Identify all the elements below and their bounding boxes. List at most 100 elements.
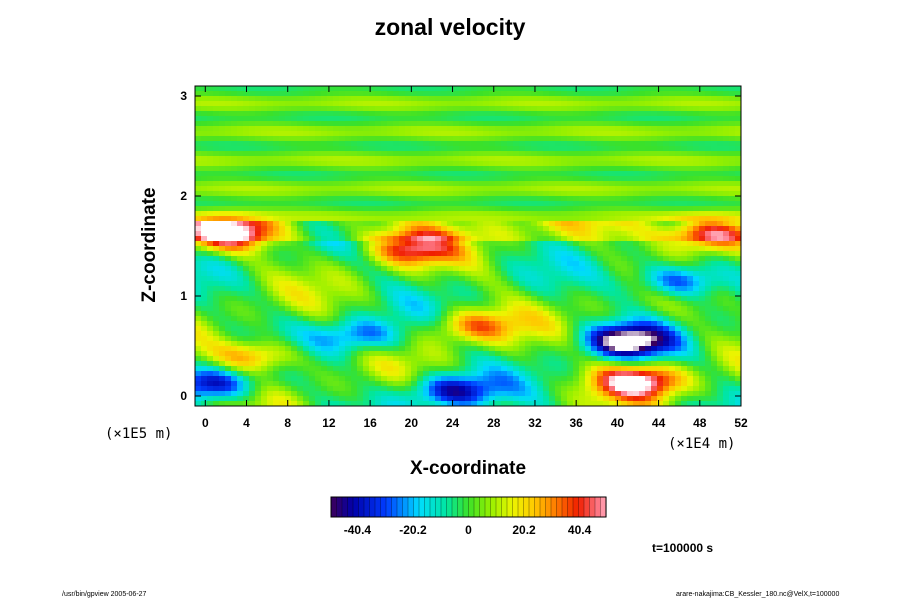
heatmap-cell — [339, 311, 346, 317]
heatmap-cell — [285, 126, 292, 132]
heatmap-cell — [585, 301, 592, 307]
heatmap-cell — [675, 96, 682, 102]
heatmap-cell — [507, 296, 514, 302]
heatmap-cell — [513, 326, 520, 332]
heatmap-cell — [597, 136, 604, 142]
heatmap-cell — [201, 106, 208, 112]
heatmap-cell — [525, 181, 532, 187]
heatmap-cell — [669, 266, 676, 272]
heatmap-cell — [639, 271, 646, 277]
heatmap-cell — [537, 121, 544, 127]
heatmap-cell — [507, 281, 514, 287]
heatmap-cell — [399, 171, 406, 177]
heatmap-cell — [441, 326, 448, 332]
heatmap-cell — [459, 356, 466, 362]
heatmap-cell — [423, 281, 430, 287]
heatmap-cell — [723, 321, 730, 327]
heatmap-cell — [609, 276, 616, 282]
heatmap-cell — [255, 196, 262, 202]
heatmap-cell — [453, 216, 460, 222]
heatmap-cell — [219, 291, 226, 297]
heatmap-cell — [483, 111, 490, 117]
heatmap-cell — [201, 156, 208, 162]
heatmap-cell — [471, 316, 478, 322]
heatmap-cell — [507, 171, 514, 177]
heatmap-cell — [711, 111, 718, 117]
heatmap-cell — [393, 226, 400, 232]
heatmap-cell — [327, 306, 334, 312]
heatmap-cell — [627, 96, 634, 102]
heatmap-cell — [255, 291, 262, 297]
heatmap-cell — [687, 156, 694, 162]
heatmap-cell — [495, 356, 502, 362]
heatmap-cell — [393, 146, 400, 152]
heatmap-cell — [195, 141, 202, 147]
heatmap-cell — [615, 181, 622, 187]
heatmap-cell — [681, 351, 688, 357]
heatmap-cell — [453, 166, 460, 172]
heatmap-cell — [435, 116, 442, 122]
heatmap-cell — [507, 136, 514, 142]
heatmap-cell — [465, 241, 472, 247]
heatmap-cell — [657, 151, 664, 157]
heatmap-cell — [645, 246, 652, 252]
heatmap-cell — [363, 181, 370, 187]
heatmap-cell — [507, 86, 514, 92]
heatmap-cell — [681, 106, 688, 112]
heatmap-cell — [309, 276, 316, 282]
heatmap-cell — [267, 181, 274, 187]
heatmap-cell — [387, 136, 394, 142]
heatmap-cell — [693, 181, 700, 187]
heatmap-cell — [531, 301, 538, 307]
heatmap-cell — [615, 296, 622, 302]
heatmap-cell — [597, 306, 604, 312]
heatmap-cell — [591, 321, 598, 327]
heatmap-cell — [687, 231, 694, 237]
heatmap-cell — [459, 171, 466, 177]
heatmap-cell — [231, 256, 238, 262]
heatmap-cell — [357, 251, 364, 257]
heatmap-cell — [537, 336, 544, 342]
heatmap-cell — [441, 201, 448, 207]
heatmap-cell — [441, 316, 448, 322]
heatmap-cell — [471, 291, 478, 297]
heatmap-cell — [501, 271, 508, 277]
heatmap-cell — [669, 286, 676, 292]
heatmap-cell — [483, 101, 490, 107]
heatmap-cell — [483, 91, 490, 97]
heatmap-cell — [465, 176, 472, 182]
heatmap-cell — [729, 316, 736, 322]
heatmap-cell — [273, 171, 280, 177]
heatmap-cell — [543, 131, 550, 137]
heatmap-cell — [621, 196, 628, 202]
heatmap-cell — [537, 356, 544, 362]
heatmap-cell — [591, 136, 598, 142]
heatmap-cell — [303, 261, 310, 267]
heatmap-cell — [333, 156, 340, 162]
heatmap-cell — [573, 291, 580, 297]
heatmap-cell — [393, 321, 400, 327]
heatmap-cell — [249, 241, 256, 247]
heatmap-cell — [633, 166, 640, 172]
heatmap-cell — [321, 341, 328, 347]
heatmap-cell — [369, 261, 376, 267]
heatmap-cell — [369, 106, 376, 112]
heatmap-cell — [243, 286, 250, 292]
heatmap-cell — [555, 286, 562, 292]
heatmap-cell — [681, 116, 688, 122]
heatmap-cell — [633, 126, 640, 132]
heatmap-cell — [441, 166, 448, 172]
heatmap-cell — [711, 136, 718, 142]
heatmap-cell — [567, 321, 574, 327]
heatmap-cell — [399, 126, 406, 132]
heatmap-cell — [237, 126, 244, 132]
heatmap-cell — [639, 351, 646, 357]
heatmap-cell — [675, 196, 682, 202]
heatmap-cell — [357, 236, 364, 242]
heatmap-cell — [243, 336, 250, 342]
heatmap-cell — [321, 216, 328, 222]
heatmap-cell — [369, 251, 376, 257]
heatmap-cell — [333, 241, 340, 247]
heatmap-cell — [483, 301, 490, 307]
heatmap-cell — [555, 316, 562, 322]
